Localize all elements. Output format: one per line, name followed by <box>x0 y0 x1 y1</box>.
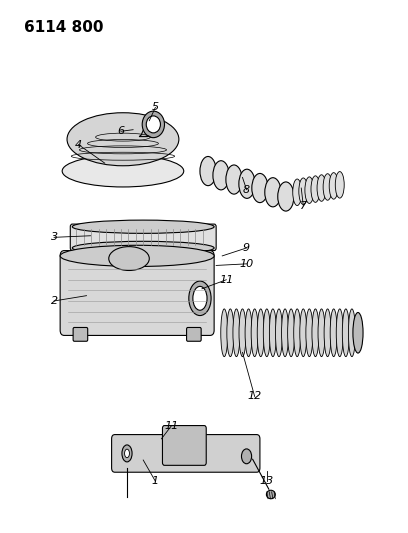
Ellipse shape <box>239 169 255 198</box>
Ellipse shape <box>263 309 271 357</box>
Text: 2: 2 <box>51 296 58 306</box>
Ellipse shape <box>293 179 302 206</box>
Ellipse shape <box>288 309 295 357</box>
Ellipse shape <box>342 309 349 357</box>
Ellipse shape <box>142 111 164 138</box>
Ellipse shape <box>60 245 214 266</box>
Ellipse shape <box>300 309 307 357</box>
Ellipse shape <box>233 309 240 357</box>
Ellipse shape <box>275 309 282 357</box>
Ellipse shape <box>62 155 184 187</box>
Text: 11: 11 <box>219 274 233 285</box>
FancyBboxPatch shape <box>162 425 206 465</box>
Ellipse shape <box>221 309 228 357</box>
Text: 6: 6 <box>118 126 124 136</box>
Ellipse shape <box>72 220 214 233</box>
FancyBboxPatch shape <box>60 251 214 335</box>
Ellipse shape <box>353 312 363 353</box>
Ellipse shape <box>189 281 211 316</box>
Ellipse shape <box>72 241 214 255</box>
Text: 3: 3 <box>51 232 58 243</box>
Ellipse shape <box>242 449 252 464</box>
Ellipse shape <box>122 445 132 462</box>
Ellipse shape <box>269 309 276 357</box>
Ellipse shape <box>294 309 301 357</box>
Ellipse shape <box>318 309 325 357</box>
Ellipse shape <box>348 309 355 357</box>
Text: 7: 7 <box>300 200 307 211</box>
Polygon shape <box>139 120 157 136</box>
Text: 4: 4 <box>75 140 82 150</box>
Ellipse shape <box>323 174 332 200</box>
Ellipse shape <box>200 157 216 185</box>
Ellipse shape <box>251 309 258 357</box>
Text: 10: 10 <box>239 259 254 269</box>
Ellipse shape <box>312 309 319 357</box>
Ellipse shape <box>193 286 207 310</box>
FancyBboxPatch shape <box>112 434 260 472</box>
Ellipse shape <box>252 173 268 203</box>
Text: 6114 800: 6114 800 <box>24 20 103 35</box>
FancyBboxPatch shape <box>186 327 201 341</box>
Text: 13: 13 <box>259 477 274 486</box>
Ellipse shape <box>146 116 160 133</box>
Text: 12: 12 <box>248 391 262 401</box>
Ellipse shape <box>299 178 308 205</box>
Text: 5: 5 <box>152 102 159 112</box>
Ellipse shape <box>266 490 275 499</box>
Ellipse shape <box>265 177 281 207</box>
Text: 9: 9 <box>243 243 250 253</box>
Ellipse shape <box>239 309 246 357</box>
Ellipse shape <box>245 309 252 357</box>
Ellipse shape <box>124 449 129 458</box>
Ellipse shape <box>324 309 331 357</box>
Ellipse shape <box>257 309 264 357</box>
Ellipse shape <box>282 309 288 357</box>
Ellipse shape <box>213 161 229 190</box>
Ellipse shape <box>227 309 234 357</box>
Ellipse shape <box>330 309 337 357</box>
Ellipse shape <box>226 165 242 194</box>
Text: 8: 8 <box>243 184 250 195</box>
Ellipse shape <box>109 247 149 270</box>
Ellipse shape <box>305 177 314 204</box>
FancyBboxPatch shape <box>73 327 88 341</box>
Ellipse shape <box>306 309 313 357</box>
Text: 1: 1 <box>152 477 159 486</box>
Ellipse shape <box>335 172 344 198</box>
Ellipse shape <box>336 309 343 357</box>
Ellipse shape <box>311 176 320 203</box>
Text: 11: 11 <box>164 421 179 431</box>
Ellipse shape <box>317 175 326 201</box>
Ellipse shape <box>278 182 294 211</box>
Ellipse shape <box>67 113 179 166</box>
Ellipse shape <box>329 173 338 199</box>
FancyBboxPatch shape <box>70 224 216 251</box>
